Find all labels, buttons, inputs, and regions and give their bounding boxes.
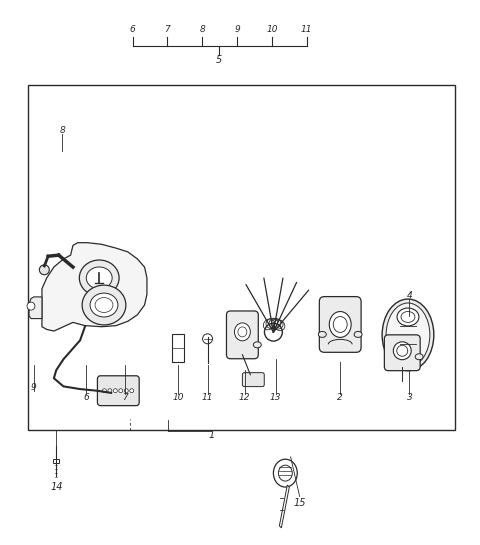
Ellipse shape	[234, 323, 251, 341]
Text: 3: 3	[407, 393, 412, 402]
Ellipse shape	[333, 317, 347, 332]
Ellipse shape	[329, 312, 351, 337]
Ellipse shape	[393, 342, 411, 360]
Ellipse shape	[278, 465, 292, 481]
Ellipse shape	[401, 312, 415, 323]
Ellipse shape	[253, 342, 261, 348]
Text: 7: 7	[122, 393, 128, 402]
Text: 9: 9	[31, 383, 36, 392]
Circle shape	[130, 389, 134, 393]
Ellipse shape	[90, 293, 118, 317]
Circle shape	[124, 389, 128, 393]
FancyBboxPatch shape	[97, 376, 139, 405]
Text: 10: 10	[172, 393, 184, 402]
Ellipse shape	[397, 308, 419, 326]
Text: 8: 8	[199, 25, 205, 34]
Text: 11: 11	[301, 25, 312, 34]
Ellipse shape	[86, 267, 112, 289]
Ellipse shape	[82, 285, 126, 325]
Ellipse shape	[386, 303, 430, 367]
Text: 15: 15	[293, 498, 306, 508]
Circle shape	[102, 389, 107, 393]
Circle shape	[39, 265, 49, 275]
FancyBboxPatch shape	[319, 296, 361, 352]
Polygon shape	[29, 297, 42, 319]
Text: 2: 2	[337, 393, 343, 402]
Bar	[172, 335, 184, 362]
Ellipse shape	[397, 346, 408, 356]
Circle shape	[119, 389, 123, 393]
Circle shape	[113, 389, 117, 393]
Ellipse shape	[238, 327, 247, 337]
Polygon shape	[279, 485, 289, 528]
Circle shape	[203, 334, 213, 344]
Bar	[28, 86, 455, 430]
Text: 1: 1	[208, 430, 215, 440]
FancyBboxPatch shape	[384, 335, 420, 371]
Text: 7: 7	[165, 25, 170, 34]
FancyBboxPatch shape	[227, 311, 258, 359]
Text: 10: 10	[266, 25, 278, 34]
Ellipse shape	[354, 331, 362, 337]
Ellipse shape	[397, 344, 419, 362]
Ellipse shape	[415, 354, 423, 360]
Text: 4: 4	[407, 292, 412, 300]
Text: 5: 5	[216, 55, 222, 65]
Ellipse shape	[95, 298, 113, 312]
Text: 14: 14	[50, 482, 62, 492]
Bar	[53, 459, 59, 463]
Polygon shape	[42, 243, 147, 331]
Text: 8: 8	[60, 126, 65, 135]
Circle shape	[108, 389, 112, 393]
Text: 12: 12	[239, 393, 251, 402]
Ellipse shape	[79, 260, 119, 296]
FancyBboxPatch shape	[242, 373, 264, 386]
Ellipse shape	[382, 299, 434, 371]
Text: 6: 6	[130, 25, 135, 34]
Ellipse shape	[401, 347, 415, 358]
Text: 13: 13	[270, 393, 282, 402]
Circle shape	[27, 302, 35, 310]
Text: 9: 9	[234, 25, 240, 34]
Text: 11: 11	[202, 393, 213, 402]
Text: 6: 6	[84, 393, 89, 402]
Ellipse shape	[318, 331, 326, 337]
Ellipse shape	[274, 459, 297, 487]
